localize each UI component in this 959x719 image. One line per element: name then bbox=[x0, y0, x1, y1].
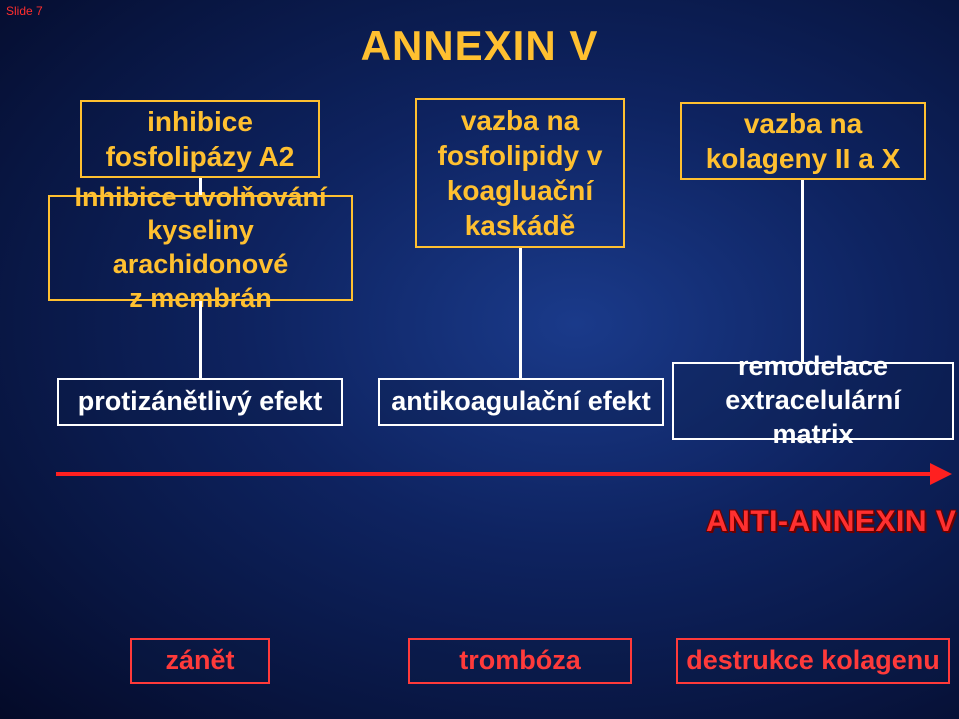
text-line: destrukce kolagenu bbox=[686, 644, 940, 678]
box-antikoagulacni-efekt: antikoagulační efekt bbox=[378, 378, 664, 426]
anti-annexin-arrow-line bbox=[56, 472, 930, 476]
connector-line bbox=[801, 180, 804, 362]
box-inhibice-uvolnovani: Inhibice uvolňování kyseliny arachidonov… bbox=[48, 195, 353, 301]
text-line: extracelulární matrix bbox=[682, 384, 944, 452]
connector-line bbox=[199, 301, 202, 378]
text-line: protizánětlivý efekt bbox=[78, 385, 323, 419]
slide-title: ANNEXIN V bbox=[0, 22, 959, 70]
text-line: vazba na bbox=[461, 103, 579, 138]
slide-number-label: Slide 7 bbox=[6, 4, 43, 18]
connector-line bbox=[519, 248, 522, 378]
anti-annexin-arrow-head-icon bbox=[930, 463, 952, 485]
box-protizanetlivy-efekt: protizánětlivý efekt bbox=[57, 378, 343, 426]
text-line: zánět bbox=[165, 644, 234, 678]
text-line: kolageny II a X bbox=[706, 141, 901, 176]
text-line: antikoagulační efekt bbox=[391, 385, 651, 419]
text-line: vazba na bbox=[744, 106, 862, 141]
text-line: fosfolipázy A2 bbox=[106, 139, 295, 174]
box-remodelace: remodelace extracelulární matrix bbox=[672, 362, 954, 440]
connector-line bbox=[199, 178, 202, 195]
text-line: trombóza bbox=[459, 644, 581, 678]
box-vazba-kolageny: vazba na kolageny II a X bbox=[680, 102, 926, 180]
box-vazba-fosfolipidy: vazba na fosfolipidy v koagluační kaskád… bbox=[415, 98, 625, 248]
text-line: remodelace bbox=[738, 350, 888, 384]
box-destrukce-kolagenu: destrukce kolagenu bbox=[676, 638, 950, 684]
text-line: inhibice bbox=[147, 104, 253, 139]
box-zanet: zánět bbox=[130, 638, 270, 684]
box-inhibice-fosfolipazy: inhibice fosfolipázy A2 bbox=[80, 100, 320, 178]
box-tromboza: trombóza bbox=[408, 638, 632, 684]
text-line: kaskádě bbox=[465, 208, 576, 243]
text-line: koagluační bbox=[447, 173, 593, 208]
anti-annexin-label: ANTI-ANNEXIN V bbox=[706, 505, 956, 539]
text-line: fosfolipidy v bbox=[438, 138, 603, 173]
text-line: kyseliny arachidonové bbox=[58, 214, 343, 282]
